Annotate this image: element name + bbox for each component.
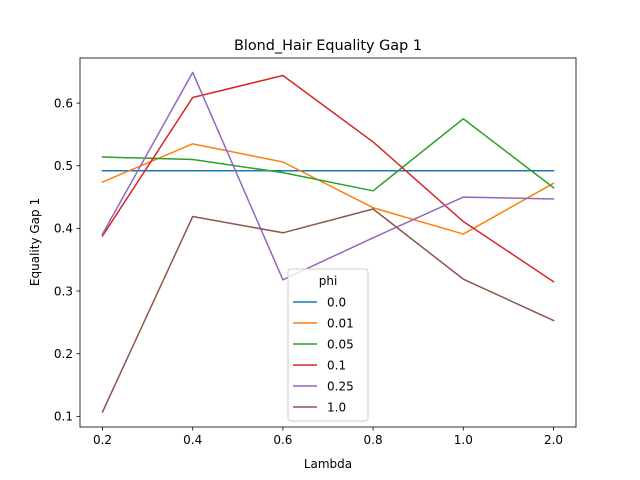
y-tick-label: 0.1 (54, 410, 73, 424)
y-tick-label: 0.3 (54, 284, 73, 298)
x-tick-label: 1.0 (454, 433, 473, 447)
legend-label: 0.25 (327, 379, 354, 393)
y-tick-label: 0.6 (54, 96, 73, 110)
y-tick-label: 0.4 (54, 222, 73, 236)
x-tick-label: 0.2 (93, 433, 112, 447)
chart-title: Blond_Hair Equality Gap 1 (234, 38, 422, 54)
legend-label: 0.05 (327, 337, 354, 351)
x-tick-label: 0.4 (183, 433, 202, 447)
legend-label: 1.0 (327, 400, 346, 414)
x-tick-label: 0.6 (273, 433, 292, 447)
x-tick-label: 0.8 (364, 433, 383, 447)
legend-label: 0.01 (327, 316, 354, 330)
series-line-1.0 (101, 208, 555, 413)
axes-layer: 0.2 0.4 0.6 0.8 1.0 2.0 0.1 0.2 0.3 0.4 0.5 0.6 (54, 57, 577, 447)
legend: phi 0.0 0.01 0.05 0.1 0.25 1.0 (287, 268, 369, 422)
series-line-0.01 (101, 143, 555, 235)
plot-frame (79, 57, 577, 428)
series-line-0.1 (101, 74, 555, 283)
series-layer (101, 71, 555, 413)
x-axis-label: Lambda (304, 457, 352, 471)
legend-box (287, 268, 369, 422)
legend-title: phi (319, 274, 338, 288)
legend-label: 0.0 (327, 295, 346, 309)
x-tick-label: 2.0 (544, 433, 563, 447)
series-line-0.25 (101, 71, 555, 281)
legend-label: 0.1 (327, 358, 346, 372)
series-line-0.05 (101, 118, 555, 192)
y-axis-label: Equality Gap 1 (28, 198, 42, 286)
y-tick-label: 0.5 (54, 159, 73, 173)
y-tick-label: 0.2 (54, 347, 73, 361)
